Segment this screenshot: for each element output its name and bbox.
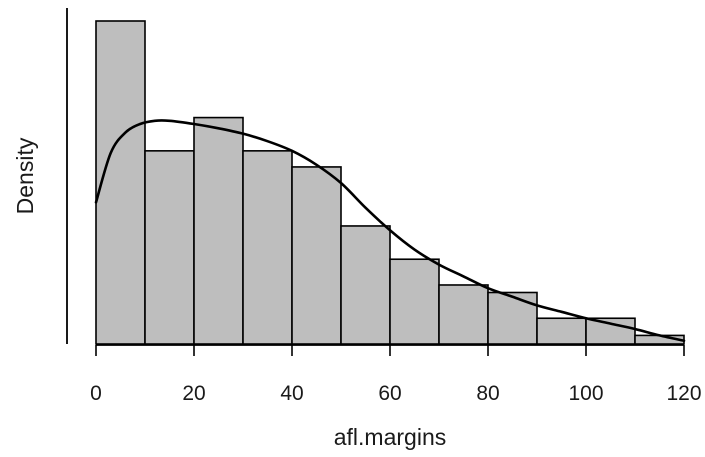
histogram-bar-60-70 — [389, 258, 440, 345]
x-tick-label-80: 80 — [476, 382, 499, 405]
x-tick-label-60: 60 — [378, 382, 401, 405]
x-axis-title: afl.margins — [334, 424, 446, 450]
histogram-bar-90-100 — [536, 317, 587, 345]
histogram-bar-50-60 — [340, 225, 391, 345]
histogram-bar-70-80 — [438, 284, 489, 345]
x-tick-label-120: 120 — [666, 382, 701, 405]
histogram-bar-100-110 — [585, 317, 636, 345]
histogram-bar-40-50 — [291, 166, 342, 345]
histogram-bar-0-10 — [95, 20, 146, 345]
x-tick-label-100: 100 — [568, 382, 603, 405]
bars-group — [95, 20, 685, 345]
histogram-bar-30-40 — [242, 150, 293, 345]
x-tick-label-20: 20 — [182, 382, 205, 405]
histogram-bar-20-30 — [193, 116, 244, 345]
histogram-bar-80-90 — [487, 291, 538, 345]
density-curve-line — [94, 119, 686, 343]
histogram-bar-10-20 — [144, 150, 195, 345]
density-curve-group — [94, 119, 686, 343]
x-tick-label-0: 0 — [90, 382, 102, 405]
x-tick-label-40: 40 — [280, 382, 303, 405]
y-axis-title: Density — [12, 137, 38, 214]
x-axis: 0 20 40 60 80 100 120 — [90, 344, 702, 405]
